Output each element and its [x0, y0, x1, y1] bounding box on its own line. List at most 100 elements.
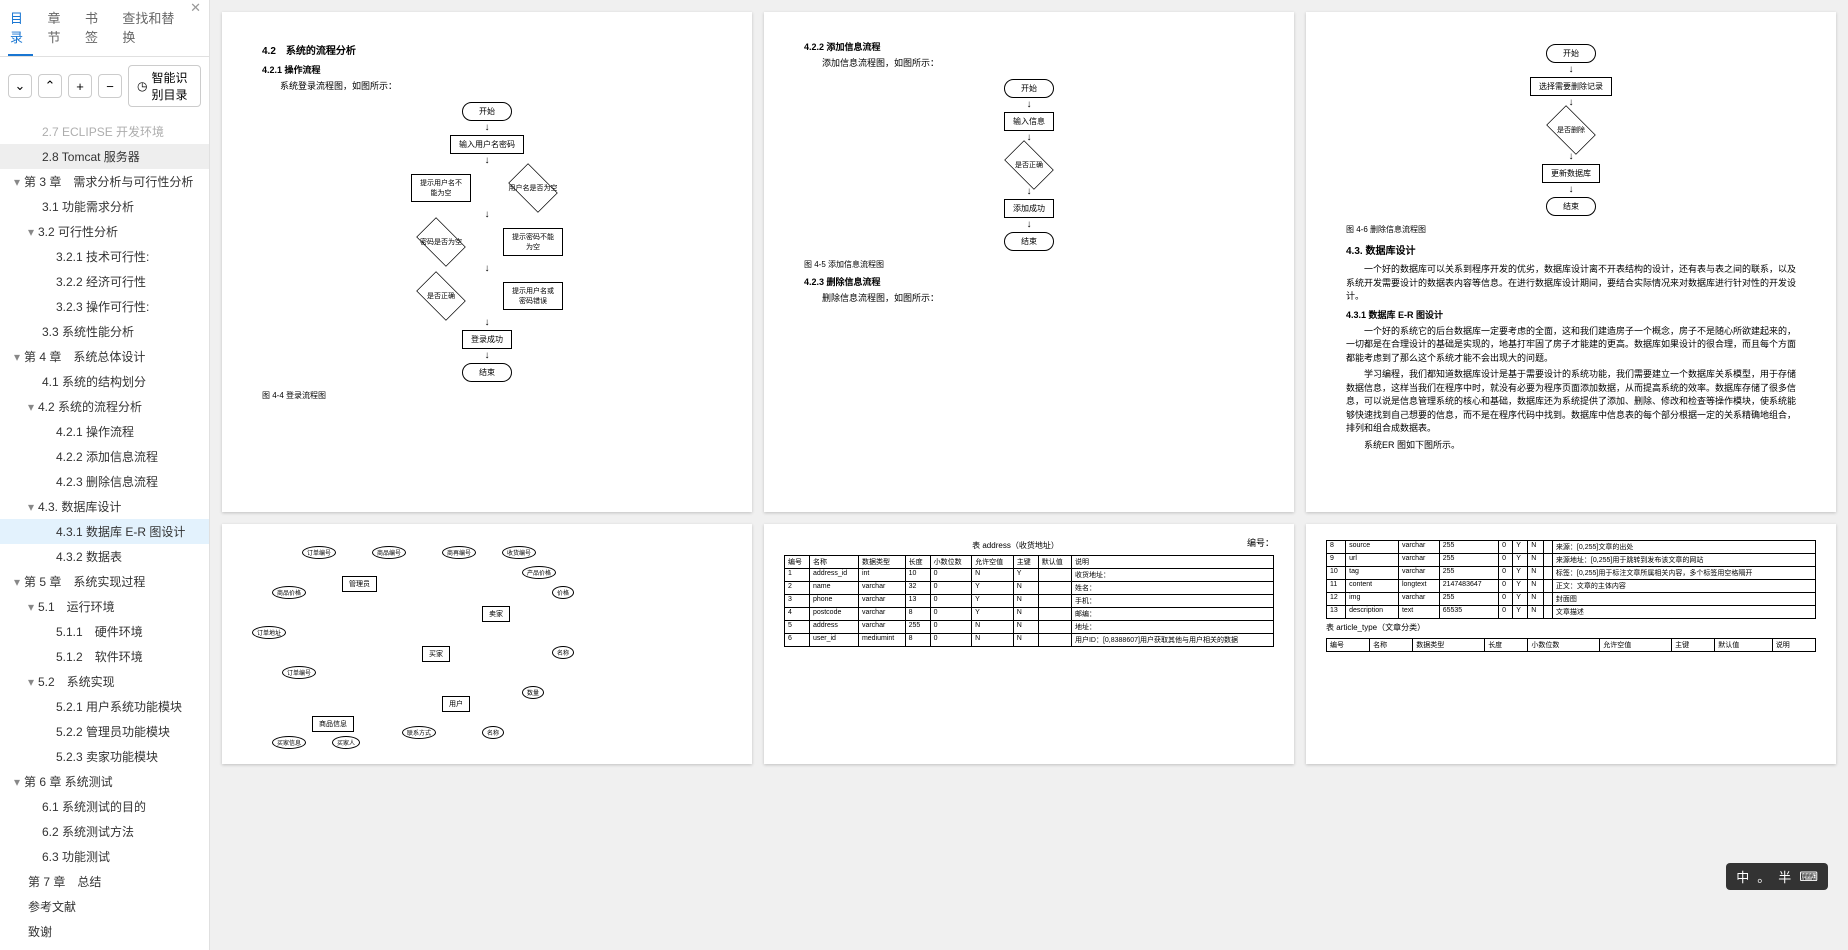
table-cell: 255 [1439, 567, 1498, 580]
table-cell: 手机： [1071, 595, 1273, 608]
outline-item[interactable]: 5.1.2 软件环境 [0, 644, 209, 669]
outline-label: 4.3.2 数据表 [56, 550, 122, 564]
chevron-down-icon[interactable]: ▾ [28, 500, 38, 514]
body-text: 添加信息流程图，如图所示： [804, 57, 1254, 71]
remove-button[interactable]: − [98, 74, 122, 98]
er-attribute: 买家人 [332, 736, 360, 749]
ime-punc[interactable]: 。 [1757, 867, 1770, 886]
flow-start: 开始 [1546, 44, 1596, 63]
ime-toolbar[interactable]: 中 。 半 ⌨ [1726, 863, 1828, 890]
table-cell [1543, 554, 1552, 567]
table-header: 小数位数 [930, 556, 972, 569]
pages-viewport[interactable]: 4.2 系统的流程分析 4.2.1 操作流程 系统登录流程图，如图所示： 开始 … [210, 0, 1848, 950]
table-cell: N [1013, 608, 1038, 621]
table-cell [1038, 569, 1071, 582]
outline-item[interactable]: 3.1 功能需求分析 [0, 194, 209, 219]
outline-item[interactable]: 4.3.2 数据表 [0, 544, 209, 569]
outline-item[interactable]: 6.2 系统测试方法 [0, 819, 209, 844]
outline-item[interactable]: ▾第 5 章 系统实现过程 [0, 569, 209, 594]
outline-item[interactable]: 3.2.2 经济可行性 [0, 269, 209, 294]
chevron-down-icon[interactable]: ▾ [28, 225, 38, 239]
ime-width[interactable]: 半 [1778, 867, 1791, 886]
flow-node: 输入用户名密码 [450, 135, 524, 154]
figure-caption: 图 4-6 删除信息流程图 [1346, 224, 1796, 236]
chevron-down-icon[interactable]: ▾ [14, 175, 24, 189]
table-cell [1543, 580, 1552, 593]
table-cell: source [1346, 541, 1399, 554]
outline-label: 6.2 系统测试方法 [42, 825, 134, 839]
page: 管理员卖家买家用户商品信息订单编号商品编号商再编号收货编号商品价格订单地址订单编… [222, 524, 752, 764]
collapse-button[interactable]: ⌃ [38, 74, 62, 98]
outline-item[interactable]: 6.1 系统测试的目的 [0, 794, 209, 819]
tab-find-replace[interactable]: 查找和替换 [120, 0, 178, 56]
smart-outline-button[interactable]: ◷ 智能识别目录 [128, 65, 201, 107]
add-button[interactable]: + [68, 74, 92, 98]
outline-item[interactable]: ▾4.3. 数据库设计 [0, 494, 209, 519]
outline-item[interactable]: ▾第 3 章 需求分析与可行性分析 [0, 169, 209, 194]
table-cell: 正文：文章的主体内容 [1552, 580, 1815, 593]
chevron-down-icon[interactable]: ▾ [28, 600, 38, 614]
outline-item[interactable]: 6.3 功能测试 [0, 844, 209, 869]
outline-item[interactable]: ▾5.1 运行环境 [0, 594, 209, 619]
table-header: 默认值 [1038, 556, 1071, 569]
table-cell: Y [1513, 580, 1528, 593]
outline-item[interactable]: 4.1 系统的结构划分 [0, 369, 209, 394]
keyboard-icon[interactable]: ⌨ [1799, 869, 1818, 885]
outline-item[interactable]: ▾第 6 章 系统测试 [0, 769, 209, 794]
clock-icon: ◷ [137, 79, 147, 93]
outline-item[interactable]: 第 7 章 总结 [0, 869, 209, 894]
outline-item[interactable]: 4.2.1 操作流程 [0, 419, 209, 444]
outline-label: 4.3.1 数据库 E-R 图设计 [56, 525, 185, 539]
tab-bookmarks[interactable]: 书签 [83, 0, 108, 56]
outline-tree[interactable]: 2.7 ECLIPSE 开发环境2.8 Tomcat 服务器▾第 3 章 需求分… [0, 115, 209, 950]
outline-item[interactable]: ▾3.2 可行性分析 [0, 219, 209, 244]
er-attribute: 名称 [482, 726, 504, 739]
close-icon[interactable]: ✕ [190, 0, 201, 56]
outline-item[interactable]: 5.1.1 硬件环境 [0, 619, 209, 644]
chevron-down-icon[interactable]: ▾ [28, 400, 38, 414]
table-cell [1038, 582, 1071, 595]
outline-item[interactable]: 4.2.2 添加信息流程 [0, 444, 209, 469]
outline-label: 3.3 系统性能分析 [42, 325, 134, 339]
app-root: 目录 章节 书签 查找和替换 ✕ ⌄ ⌃ + − ◷ 智能识别目录 2.7 EC… [0, 0, 1848, 950]
outline-item[interactable]: 3.2.1 技术可行性: [0, 244, 209, 269]
outline-item[interactable]: 2.8 Tomcat 服务器 [0, 144, 209, 169]
outline-item[interactable]: 3.3 系统性能分析 [0, 319, 209, 344]
chevron-down-icon[interactable]: ▾ [14, 775, 24, 789]
table-row: 9urlvarchar2550YN来源地址：[0,255]用于跳转到发布该文章的… [1327, 554, 1816, 567]
table-cell: 13 [905, 595, 930, 608]
tab-chapters[interactable]: 章节 [45, 0, 70, 56]
table-cell: N [1528, 541, 1544, 554]
table-cell: description [1346, 606, 1399, 619]
chevron-down-icon[interactable]: ▾ [28, 675, 38, 689]
outline-item[interactable]: 5.2.1 用户系统功能模块 [0, 694, 209, 719]
table-header: 允许空值 [972, 556, 1014, 569]
outline-item[interactable]: 3.2.3 操作可行性: [0, 294, 209, 319]
tab-outline[interactable]: 目录 [8, 0, 33, 56]
outline-item[interactable]: 2.7 ECLIPSE 开发环境 [0, 119, 209, 144]
table-cell [1038, 634, 1071, 647]
ime-lang[interactable]: 中 [1736, 867, 1749, 886]
outline-item[interactable]: 参考文献 [0, 894, 209, 919]
outline-item[interactable]: 5.2.2 管理员功能模块 [0, 719, 209, 744]
table-cell: mediumint [858, 634, 905, 647]
outline-item[interactable]: ▾第 4 章 系统总体设计 [0, 344, 209, 369]
chevron-down-icon[interactable]: ▾ [14, 350, 24, 364]
table-cell: Y [1513, 606, 1528, 619]
table-header: 名称 [1370, 639, 1413, 652]
table-header: 长度 [905, 556, 930, 569]
expand-dropdown[interactable]: ⌄ [8, 74, 32, 98]
outline-item[interactable]: 4.2.3 删除信息流程 [0, 469, 209, 494]
table-cell: 0 [1499, 554, 1513, 567]
outline-item[interactable]: ▾5.2 系统实现 [0, 669, 209, 694]
chevron-down-icon[interactable]: ▾ [14, 575, 24, 589]
outline-item[interactable]: 5.2.3 卖家功能模块 [0, 744, 209, 769]
flow-decision: 用户名是否为空 [503, 168, 563, 208]
outline-item[interactable]: ▾4.2 系统的流程分析 [0, 394, 209, 419]
outline-label: 3.2.2 经济可行性 [56, 275, 146, 289]
outline-item[interactable]: 致谢 [0, 919, 209, 944]
er-entity: 卖家 [482, 606, 510, 622]
table-cell: varchar [1398, 554, 1439, 567]
table-title: 表 address（收货地址） [972, 540, 1059, 551]
outline-item[interactable]: 4.3.1 数据库 E-R 图设计 [0, 519, 209, 544]
